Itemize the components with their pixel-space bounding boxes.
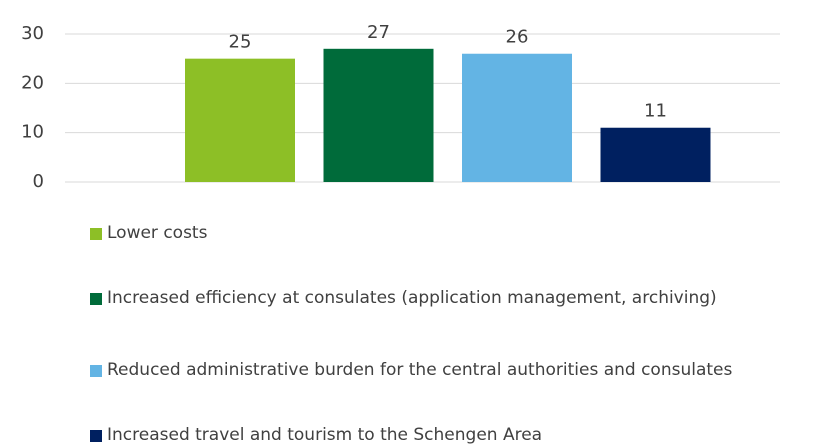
bar — [600, 127, 711, 182]
legend-label: Increased travel and tourism to the Sche… — [107, 425, 543, 445]
y-tick-label: 20 — [21, 72, 44, 93]
data-label: 11 — [644, 101, 667, 122]
chart: 0 10 20 30 25 27 26 11 — [21, 22, 780, 192]
legend-label: Increased efficiency at consulates (appl… — [107, 288, 717, 308]
bar — [323, 48, 434, 182]
y-tick-label: 0 — [33, 171, 44, 192]
legend-item: Increased travel and tourism to the Sche… — [90, 424, 780, 447]
data-label: 27 — [367, 22, 390, 43]
legend-swatch — [90, 365, 102, 377]
legend-label: Reduced administrative burden for the ce… — [107, 360, 733, 380]
legend-label: Lower costs — [107, 223, 208, 243]
legend-item: Increased efficiency at consulates (appl… — [90, 287, 780, 310]
data-label: 25 — [229, 32, 252, 53]
legend-item: Lower costs — [90, 222, 780, 245]
bar — [185, 58, 295, 182]
legend-swatch — [90, 293, 102, 305]
legend-swatch — [90, 430, 102, 442]
legend-item: Reduced administrative burden for the ce… — [90, 359, 780, 382]
bar — [462, 53, 572, 182]
y-tick-label: 10 — [21, 122, 44, 143]
y-tick-label: 30 — [21, 23, 44, 44]
data-label: 26 — [506, 27, 529, 48]
legend-swatch — [90, 228, 102, 240]
